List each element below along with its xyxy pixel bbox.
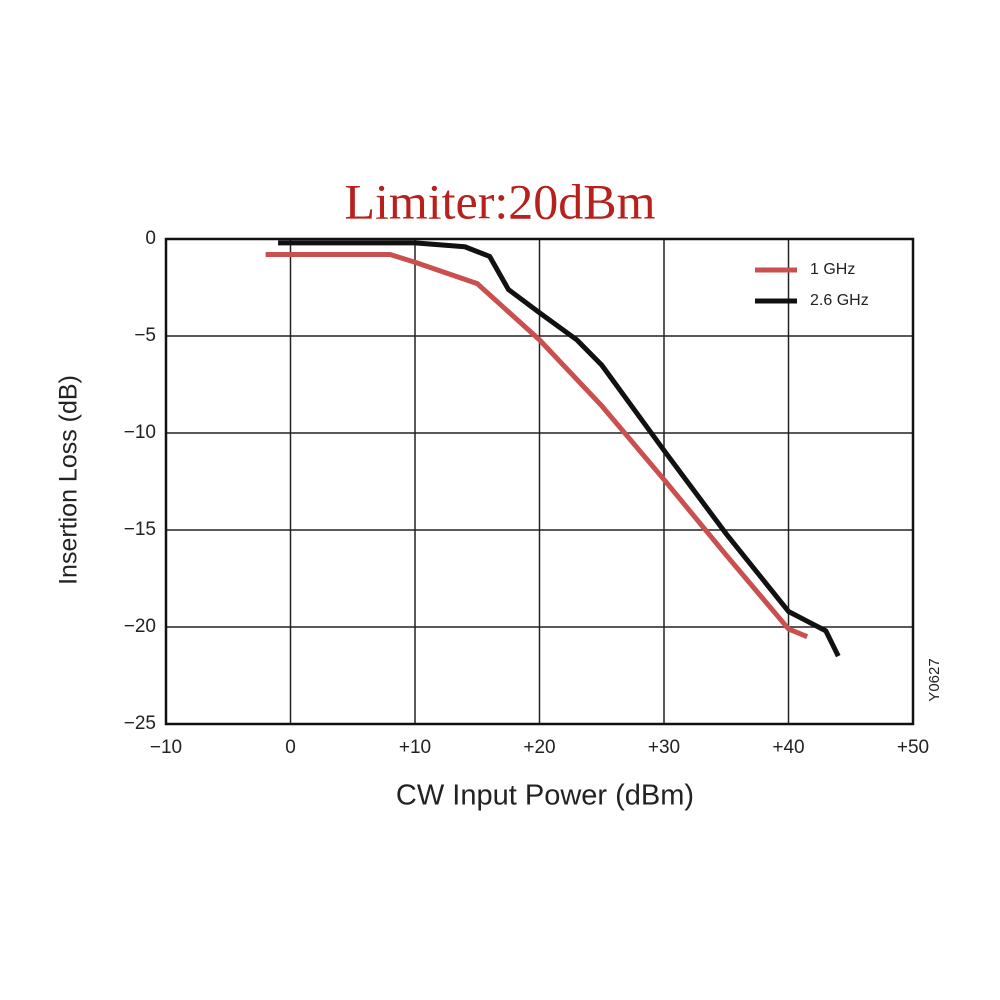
chart-title: Limiter:20dBm <box>344 173 655 229</box>
x-tick-label: −10 <box>150 737 182 758</box>
legend-label: 2.6 GHz <box>810 292 869 309</box>
y-tick-label: 0 <box>145 228 156 249</box>
plot-frame <box>164 237 915 726</box>
x-tick-label: +40 <box>772 737 804 758</box>
y-tick-label: −20 <box>124 616 156 637</box>
y-tick-label: −25 <box>124 713 156 734</box>
y-axis-label: Insertion Loss (dB) <box>55 375 83 585</box>
annotation: Y0627 <box>926 658 943 701</box>
legend-label: 1 GHz <box>810 261 855 278</box>
x-tick-label: +10 <box>399 737 431 758</box>
y-tick-label: −10 <box>124 422 156 443</box>
y-tick-label: −5 <box>134 325 156 346</box>
x-tick-label: +30 <box>648 737 680 758</box>
series-line <box>278 240 841 658</box>
y-tick-label: −15 <box>124 519 156 540</box>
x-axis-label: CW Input Power (dBm) <box>396 780 694 812</box>
x-tick-label: +20 <box>523 737 555 758</box>
x-tick-label: 0 <box>285 737 296 758</box>
x-tick-label: +50 <box>897 737 929 758</box>
series-line <box>265 252 809 640</box>
